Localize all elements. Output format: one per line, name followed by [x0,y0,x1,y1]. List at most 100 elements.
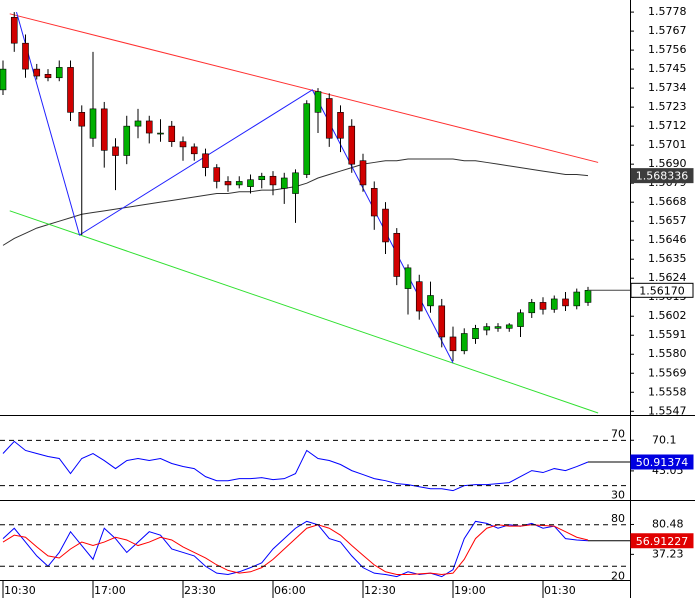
plot-area [2,440,589,492]
y-tick-label: 1.5734 [648,81,687,94]
value-box-bg [630,533,694,549]
candle [303,100,311,178]
candle [168,120,176,147]
y-tick-label: 1.5657 [648,214,687,227]
candle-body [337,112,344,139]
candle-body [213,167,221,182]
candle [10,12,18,52]
candle-body [494,326,502,329]
candle [67,60,74,121]
y-tick-label: 1.5558 [648,385,687,398]
y-tick-label: 70.1 [652,433,677,446]
candle-body [100,108,108,151]
candle-body [247,179,254,187]
candle [123,115,131,165]
candle [55,60,63,82]
value-box: 1.56170 [630,282,694,298]
candle-body [292,172,299,194]
candle [224,176,232,192]
value-box: 56.91227 [630,533,694,549]
candle-body [157,132,164,135]
y-tick-label: 1.5547 [648,404,687,417]
y-tick-label: 1.5723 [648,100,687,113]
y-tick-label: 37.23 [652,547,684,560]
candle-body [89,108,97,139]
candle-body [370,188,378,217]
value-box-bg [630,168,694,184]
y-tick-label: 1.5602 [648,309,687,322]
candle [44,69,52,82]
candle-body [427,295,434,307]
x-tick-label: 19:00 [454,584,486,597]
level-label: 30 [611,489,625,502]
candle [550,295,558,313]
y-tick-label: 80.48 [652,517,684,530]
indicator-line [2,524,589,576]
candle-body [123,125,131,156]
candle-body [550,298,558,310]
candle-body [483,326,491,331]
y-tick-label: 1.5745 [648,62,687,75]
candle-body [517,312,524,327]
y-tick-label: 1.5712 [648,119,687,132]
candle-body [505,324,513,329]
candle [280,172,288,204]
candle-body [303,103,311,175]
candle [370,181,378,230]
y-tick-label: 1.5756 [648,43,687,56]
value-box-bg [630,282,694,298]
candle [145,115,153,144]
candle [157,119,164,142]
candle [517,309,524,337]
y-tick-label: 1.5580 [648,347,687,360]
candle [134,108,142,139]
x-tick-label: 12:30 [364,584,396,597]
candle-body [44,74,52,79]
candle [449,326,457,362]
candle-body [224,181,232,186]
candle [89,51,97,147]
candle [179,136,187,161]
candle-body [10,16,18,44]
candle [483,323,491,336]
x-tick-label: 06:00 [274,584,306,597]
candle-body [415,281,423,312]
y-tick-label: 1.5767 [648,24,687,37]
candle [359,153,367,192]
candle-body [584,290,592,303]
candle-body [280,177,288,189]
candle-body [359,160,367,186]
y-tick-label: 1.5701 [648,138,687,151]
value-box-label: 1.568336 [636,170,689,183]
candle [0,60,7,96]
y-tick-label: 1.5624 [648,271,687,284]
indicator-line [2,520,589,578]
candle-body [528,302,536,314]
candle [100,101,108,168]
candle [415,274,423,320]
candle [404,264,412,315]
value-box: 1.568336 [630,168,694,184]
candle [213,164,221,189]
candle-body [235,181,243,186]
candle [472,324,479,344]
candle-body [202,153,209,168]
candle-body [258,175,266,181]
candle-body [393,232,401,277]
y-tick-label: 1.5690 [648,157,687,170]
candle-body [382,208,389,243]
candle [337,105,344,153]
candle-body [404,267,412,289]
candle-body [562,298,569,307]
x-tick-label: 10:30 [4,584,36,597]
candle [258,172,266,189]
value-box-label: 1.56170 [639,284,685,297]
candle [460,328,468,355]
trend-line [9,13,599,163]
candle [325,93,333,147]
candle-body [22,42,29,70]
candle [78,105,86,236]
y-tick-label: 1.5646 [648,233,687,246]
candle-body [539,302,547,310]
